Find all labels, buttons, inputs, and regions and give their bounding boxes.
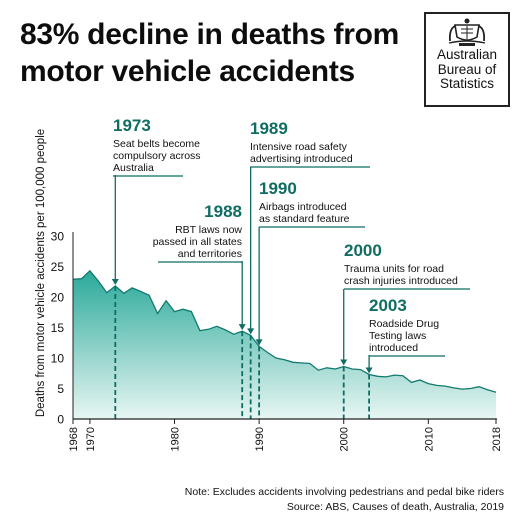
chart-source: Source: ABS, Causes of death, Australia,… (286, 501, 504, 513)
australian-coat-of-arms-icon (448, 18, 486, 46)
annotation-year-1988: 1988 (204, 202, 242, 221)
x-tick-label: 2018 (491, 427, 503, 451)
logo-org-name: Australian Bureau of Statistics (436, 47, 498, 91)
x-tick-label: 2010 (423, 427, 435, 451)
annotation-arrow-2000 (340, 359, 348, 366)
annotation-text-2003: Roadside Drug (369, 318, 439, 330)
y-tick-label: 0 (57, 413, 64, 427)
annotation-text-1988: passed in all states (153, 236, 242, 248)
y-tick-label: 15 (51, 321, 65, 335)
annotation-text-1989: advertising introduced (250, 153, 353, 165)
annotation-arrow-1989 (247, 328, 255, 335)
annotation-text-2003: Testing laws (369, 330, 426, 342)
annotation-year-1990: 1990 (259, 179, 297, 198)
abs-logo: Australian Bureau of Statistics (424, 12, 510, 107)
x-tick-label: 2000 (339, 427, 351, 451)
annotation-arrow-1988 (238, 324, 246, 331)
chart-title: 83% decline in deaths from motor vehicle… (20, 18, 399, 88)
y-axis-label: Deaths from motor vehicle accidents per … (35, 129, 47, 417)
annotation-year-1973: 1973 (113, 116, 151, 135)
x-tick-label: 1968 (68, 427, 80, 451)
annotation-text-2003: introduced (369, 342, 418, 354)
annotation-text-1973: compulsory across (113, 150, 201, 162)
annotation-arrow-1973 (111, 279, 119, 286)
annotation-text-1990: as standard feature (259, 213, 350, 225)
annotation-text-2000: crash injuries introduced (344, 275, 458, 287)
x-tick-label: 1970 (85, 427, 97, 451)
annotation-text-1973: Seat belts become (113, 138, 200, 150)
y-tick-label: 30 (51, 230, 65, 244)
series-area (73, 270, 496, 419)
x-tick-label: 1980 (170, 427, 182, 451)
chart-note: Note: Excludes accidents involving pedes… (184, 486, 504, 498)
annotation-text-2000: Trauma units for road (344, 263, 444, 275)
x-tick-label: 1990 (254, 427, 266, 451)
annotation-text-1988: RBT laws now (175, 224, 242, 236)
y-tick-label: 25 (51, 260, 65, 274)
y-tick-label: 5 (57, 382, 64, 396)
annotation-year-1989: 1989 (250, 119, 288, 138)
annotation-text-1988: and territories (178, 248, 242, 260)
annotation-arrow-2003 (365, 367, 373, 374)
y-tick-label: 20 (51, 291, 65, 305)
y-tick-label: 10 (51, 352, 65, 366)
annotation-arrow-1990 (255, 339, 263, 346)
annotation-text-1989: Intensive road safety (250, 141, 348, 153)
annotation-year-2003: 2003 (369, 296, 407, 315)
annotation-text-1990: Airbags introduced (259, 201, 347, 213)
annotation-year-2000: 2000 (344, 241, 382, 260)
annotation-text-1973: Australia (113, 162, 154, 174)
